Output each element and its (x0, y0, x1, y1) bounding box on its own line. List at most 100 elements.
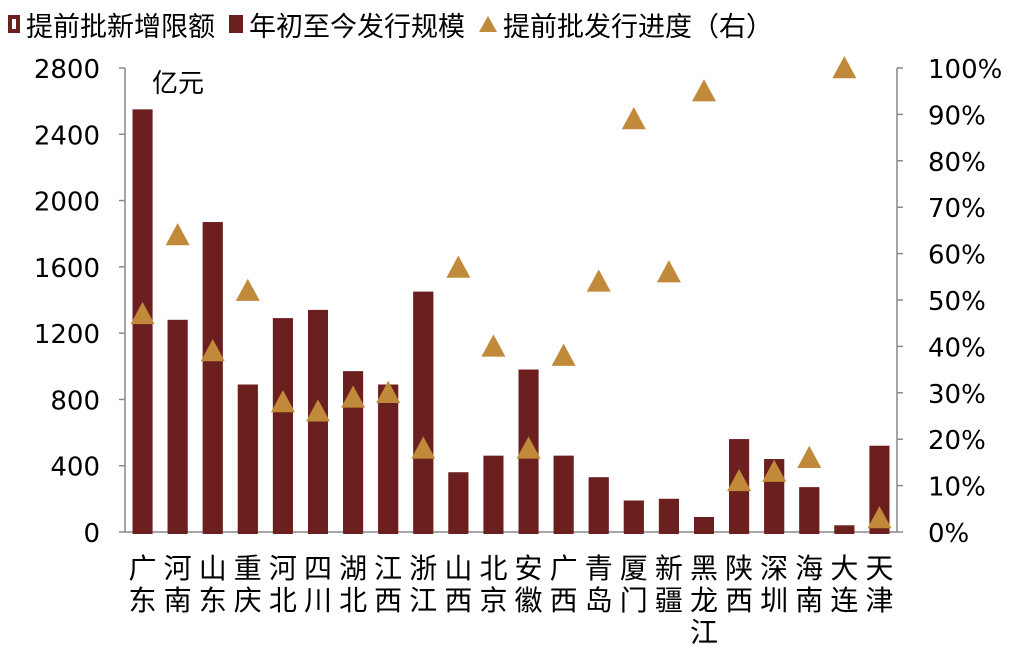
progress-marker (727, 468, 752, 492)
quota-bar (623, 500, 644, 534)
legend-label-quota: 提前批新增限额 (26, 11, 215, 43)
quota-bar (588, 477, 609, 535)
category-label: 徽 (515, 584, 543, 617)
issued-bar (237, 384, 258, 532)
left-axis-unit-label: 亿元 (152, 69, 204, 99)
progress-marker (411, 436, 436, 459)
category-label: 大 (830, 552, 858, 585)
category-label: 北 (269, 584, 297, 617)
quota-bar (237, 384, 258, 534)
category-label: 京 (479, 584, 507, 617)
right-tick-label: 100% (928, 55, 1002, 85)
legend-item-progress: 提前批发行进度（右） (479, 5, 773, 44)
category-label: 河 (269, 552, 297, 585)
quota-bar (272, 318, 293, 534)
issued-bar (623, 500, 644, 532)
right-tick-label: 70% (928, 194, 986, 224)
issued-bar (483, 455, 504, 532)
category-label: 疆 (655, 584, 683, 617)
legend-hollow-bar-swatch (8, 15, 20, 33)
left-tick-label: 1200 (34, 320, 100, 350)
category-label: 西 (374, 584, 402, 617)
category-label: 天 (865, 552, 893, 585)
left-tick-label: 800 (50, 386, 100, 416)
category-label: 西 (550, 584, 578, 617)
category-label: 南 (795, 584, 823, 617)
quota-bar (553, 455, 574, 534)
category-label: 津 (865, 584, 893, 617)
issued-bar (658, 498, 679, 532)
progress-marker (516, 436, 541, 459)
chart-legend: 提前批新增限额 年初至今发行规模 提前批发行进度（右） (8, 4, 787, 44)
category-label: 四 (304, 552, 332, 585)
issued-bar (343, 371, 364, 532)
category-label: 厦 (620, 552, 648, 585)
category-label: 重 (234, 552, 262, 585)
progress-marker (481, 334, 506, 357)
category-label: 安 (515, 552, 543, 585)
quota-bar (413, 291, 434, 535)
progress-marker (130, 301, 155, 325)
category-label: 浙 (409, 552, 437, 585)
progress-marker (200, 339, 225, 362)
quota-bar (799, 487, 820, 534)
issued-bar (272, 318, 293, 532)
category-label: 江 (374, 552, 402, 585)
category-label: 山 (199, 552, 227, 585)
progress-marker (341, 385, 366, 408)
progress-marker (165, 223, 190, 246)
category-label: 门 (620, 584, 648, 617)
progress-marker (270, 390, 295, 413)
right-tick-label: 20% (928, 426, 986, 456)
category-label: 东 (199, 584, 227, 617)
legend-label-issued: 年初至今发行规模 (249, 11, 465, 43)
category-label: 深 (760, 552, 788, 585)
category-label: 广 (550, 552, 578, 585)
legend-label-progress: 提前批发行进度（右） (503, 11, 773, 43)
category-label: 河 (164, 552, 192, 585)
issued-bar (413, 291, 434, 532)
quota-bar (448, 472, 469, 535)
category-label: 青 (585, 552, 613, 585)
right-tick-label: 40% (928, 333, 986, 363)
right-tick-label: 80% (928, 148, 986, 178)
progress-marker (446, 255, 471, 278)
category-label: 岛 (585, 584, 613, 617)
progress-marker (586, 269, 611, 292)
progress-marker (797, 445, 822, 468)
progress-marker (656, 260, 681, 283)
left-tick-label: 2000 (34, 188, 100, 218)
category-label: 南 (164, 584, 192, 617)
category-label: 北 (479, 552, 507, 585)
category-label: 圳 (760, 584, 788, 617)
right-tick-label: 60% (928, 241, 986, 271)
quota-bar (167, 319, 188, 534)
issued-bar (378, 384, 399, 532)
issued-bar (799, 487, 820, 532)
category-label: 川 (304, 584, 332, 617)
category-label: 海 (795, 552, 823, 585)
progress-marker (551, 343, 576, 366)
category-label: 新 (655, 552, 683, 585)
progress-marker (621, 107, 646, 130)
quota-bar (308, 309, 328, 535)
category-label: 湖 (339, 552, 367, 585)
right-tick-label: 30% (928, 380, 986, 410)
category-label: 江 (409, 584, 437, 617)
left-tick-label: 2800 (34, 55, 100, 85)
issued-bar (448, 472, 469, 532)
category-label: 东 (129, 584, 157, 617)
category-label: 西 (444, 584, 472, 617)
progress-marker (692, 79, 716, 102)
legend-triangle-swatch (479, 16, 497, 32)
progress-marker (306, 399, 330, 422)
legend-solid-bar-swatch (229, 15, 243, 33)
progress-marker (235, 278, 260, 301)
right-tick-label: 10% (928, 473, 986, 503)
quota-bar (869, 445, 890, 535)
issued-bar (202, 222, 223, 532)
progress-marker (832, 56, 857, 79)
issued-bar (553, 455, 574, 532)
category-label: 陕 (725, 552, 753, 585)
category-label: 龙 (690, 584, 718, 617)
